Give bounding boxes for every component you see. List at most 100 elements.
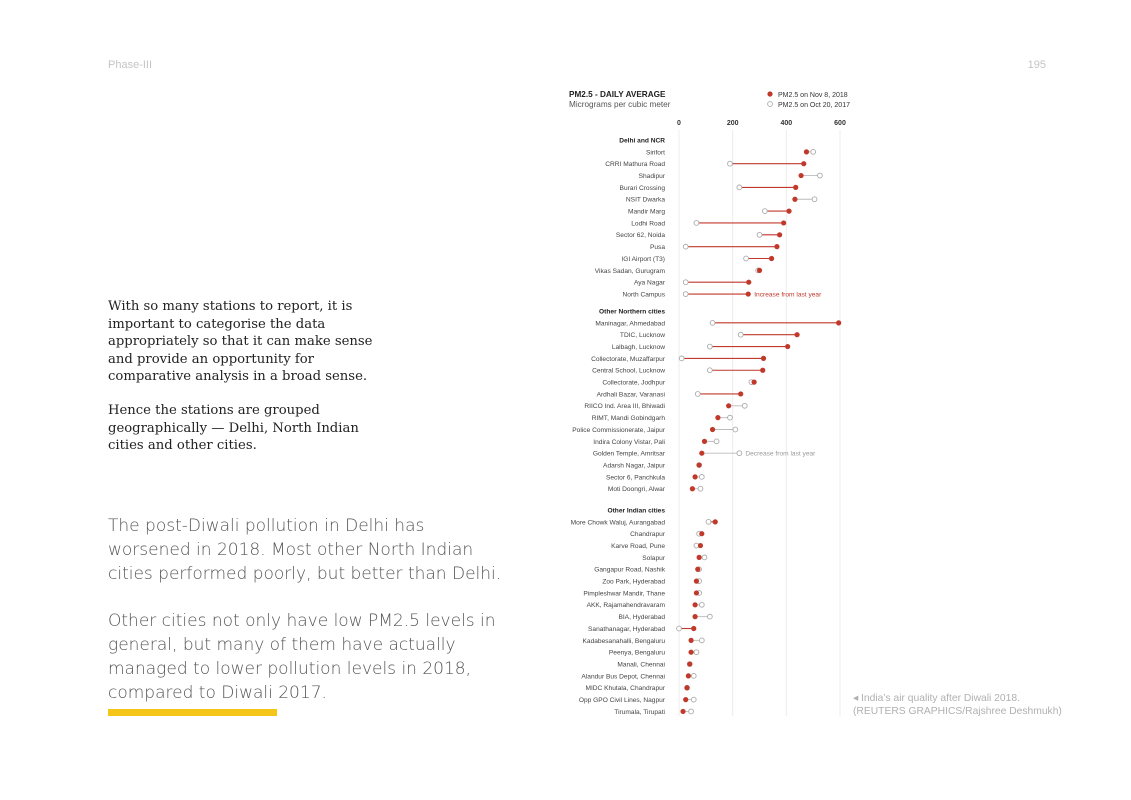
x-tick-label: 400: [780, 120, 792, 127]
station-label: RIMT, Mandi Gobindgarh: [592, 415, 666, 422]
station-label: Pimpleshwar Mandir, Thane: [583, 590, 665, 597]
point-2018: [836, 320, 842, 326]
point-2017: [698, 474, 705, 480]
point-2017: [707, 613, 713, 620]
caption-title: ◂ India’s air quality after Diwali 2018.: [853, 693, 1020, 704]
point-2018: [701, 438, 708, 444]
station-label: Alandur Bus Depot, Chennai: [581, 673, 665, 680]
station-label: Sanathanagar, Hyderabad: [588, 626, 665, 633]
point-2018: [794, 332, 800, 338]
station-label: NSIT Dwarka: [626, 197, 665, 204]
point-2018: [688, 649, 694, 655]
station-label: Maninagar, Ahmedabad: [595, 320, 665, 327]
station-label: More Chowk Waluj, Aurangabad: [571, 519, 666, 526]
station-label: Indira Colony Vistar, Pali: [593, 439, 665, 446]
station-label: MIDC Khutala, Chandrapur: [585, 685, 665, 692]
point-2018: [689, 486, 696, 492]
station-label: Collectorate, Jodhpur: [602, 380, 665, 387]
station-label: Golden Temple, Amritsar: [593, 451, 666, 458]
figure-caption: ◂ India’s air quality after Diwali 2018.…: [853, 692, 1083, 718]
station-label: Peenya, Bengaluru: [609, 650, 665, 657]
point-2018: [715, 415, 721, 421]
point-2017: [756, 231, 763, 238]
point-2017: [682, 291, 689, 297]
point-2018: [803, 149, 810, 155]
point-2018: [683, 697, 689, 703]
point-2017: [694, 391, 701, 397]
station-label: Lalbagh, Lucknow: [612, 344, 665, 351]
point-2017: [727, 414, 733, 421]
station-label: IGI Airport (T3): [621, 256, 665, 263]
other-cities-paragraph: Other cities not only have low PM2.5 lev…: [108, 611, 496, 703]
station-label: Solapur: [642, 555, 666, 562]
legend-2018-marker: [767, 91, 773, 97]
station-label: AKK, Rajamahendravaram: [587, 602, 666, 609]
point-2018: [697, 542, 704, 549]
point-2017: [697, 485, 704, 492]
station-label: Police Commissionerate, Jaipur: [572, 427, 666, 434]
station-label: Karve Road, Pune: [611, 543, 665, 550]
point-2018: [760, 355, 767, 361]
point-2018: [692, 614, 698, 620]
caption-credit: (REUTERS GRAPHICS/Rajshree Deshmukh): [853, 706, 1062, 717]
point-2018: [786, 208, 792, 214]
intro-paragraph: With so many stations to report, it is i…: [108, 299, 373, 385]
point-2018: [696, 554, 702, 561]
point-2017: [678, 355, 685, 362]
station-label: Aya Nagar: [634, 280, 666, 287]
station-label: BIA, Hyderabad: [618, 614, 665, 621]
x-tick-label: 0: [677, 120, 681, 127]
point-2018: [801, 161, 807, 167]
group-label: Other Indian cities: [607, 508, 665, 515]
point-2018: [699, 531, 705, 537]
station-label: Pusa: [650, 244, 665, 251]
point-2017: [762, 208, 768, 214]
point-2018: [792, 196, 798, 202]
point-2017: [732, 426, 739, 433]
legend-2017-marker: [767, 101, 773, 107]
x-tick-label: 600: [834, 120, 846, 127]
station-label: Chandrapur: [630, 531, 666, 538]
point-2018: [691, 625, 697, 632]
station-label: Gangapur Road, Nashik: [594, 567, 665, 574]
point-2018: [696, 462, 702, 468]
point-2017: [693, 649, 700, 656]
point-2017: [713, 438, 720, 445]
grouping-paragraph: Hence the stations are grouped geographi…: [108, 403, 359, 454]
chart-subtitle: Micrograms per cubic meter: [569, 100, 671, 109]
point-2018: [793, 184, 799, 190]
point-2018: [693, 578, 700, 584]
point-2017: [743, 255, 749, 262]
station-label: Central School, Lucknow: [592, 368, 665, 375]
point-2018: [692, 474, 698, 480]
station-label: Mandir Marg: [628, 209, 665, 216]
delhi-finding-paragraph: The post-Diwali pollution in Delhi has w…: [108, 516, 502, 584]
point-2017: [736, 450, 743, 457]
station-label: Kadabesanahalli, Bengaluru: [583, 638, 666, 645]
point-2017: [707, 367, 713, 374]
point-2018: [756, 267, 763, 273]
point-2017: [736, 184, 743, 191]
group-label: Delhi and NCR: [619, 138, 665, 145]
station-label: Sector 6, Panchkula: [606, 474, 665, 481]
point-2017: [707, 343, 713, 350]
point-2017: [741, 402, 748, 409]
station-label: Sector 62, Noida: [616, 232, 665, 239]
point-2018: [726, 403, 732, 409]
station-label: Ardhali Bazar, Varanasi: [597, 391, 666, 398]
station-label: Burari Crossing: [620, 185, 666, 192]
point-2018: [688, 637, 694, 643]
point-2018: [695, 566, 701, 572]
point-2018: [777, 232, 783, 238]
point-2017: [676, 625, 682, 632]
point-2017: [688, 708, 694, 715]
station-label: Manali, Chennai: [617, 661, 665, 668]
point-2017: [811, 196, 818, 203]
point-2018: [699, 450, 705, 456]
accent-bar: [108, 709, 277, 716]
point-2017: [810, 149, 817, 155]
point-2017: [709, 320, 716, 326]
chart-title: PM2.5 - DAILY AVERAGE: [569, 90, 666, 99]
point-2018: [774, 244, 780, 250]
